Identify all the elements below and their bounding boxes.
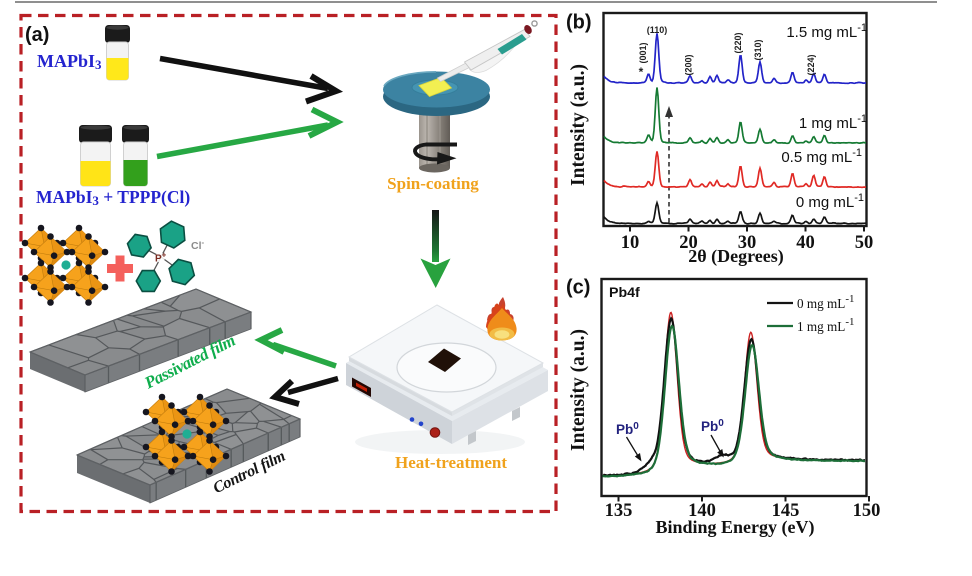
svg-text:(200): (200) — [684, 54, 694, 75]
svg-text:Binding Energy (eV): Binding Energy (eV) — [655, 517, 814, 538]
svg-text:*: * — [639, 65, 644, 79]
svg-text:0.5 mg mL-1: 0.5 mg mL-1 — [781, 147, 862, 166]
svg-text:135: 135 — [605, 501, 633, 521]
svg-text:145: 145 — [772, 501, 800, 521]
svg-text:150: 150 — [853, 501, 881, 521]
svg-text:50: 50 — [855, 233, 874, 253]
svg-text:(224): (224) — [806, 54, 816, 75]
svg-text:(c): (c) — [566, 277, 590, 299]
svg-text:(110): (110) — [647, 25, 668, 35]
svg-text:0 mg mL-1: 0 mg mL-1 — [797, 293, 855, 311]
svg-text:2θ (Degrees): 2θ (Degrees) — [688, 246, 784, 267]
svg-text:30: 30 — [738, 233, 757, 253]
svg-text:1.5 mg mL-1: 1.5 mg mL-1 — [786, 22, 867, 41]
svg-text:0 mg mL-1: 0 mg mL-1 — [796, 192, 864, 211]
svg-text:1 mg mL-1: 1 mg mL-1 — [797, 316, 855, 334]
svg-text:140: 140 — [688, 501, 716, 521]
svg-text:1 mg mL-1: 1 mg mL-1 — [799, 113, 867, 132]
svg-text:(a): (a) — [25, 24, 49, 46]
svg-text:MAPbI3 + TPPP(Cl): MAPbI3 + TPPP(Cl) — [36, 187, 190, 208]
svg-text:Heat-treatment: Heat-treatment — [395, 453, 507, 472]
svg-text:40: 40 — [796, 233, 815, 253]
svg-text:(b): (b) — [566, 12, 592, 34]
svg-text:Cl-: Cl- — [191, 238, 205, 252]
svg-text:10: 10 — [621, 233, 640, 253]
svg-text:(001): (001) — [638, 42, 648, 63]
svg-text:P+: P+ — [155, 251, 167, 265]
svg-text:Intensity (a.u.): Intensity (a.u.) — [568, 64, 589, 186]
svg-text:(220): (220) — [733, 32, 743, 53]
svg-text:20: 20 — [679, 233, 698, 253]
svg-text:Pb4f: Pb4f — [609, 285, 640, 301]
svg-text:Spin-coating: Spin-coating — [387, 174, 479, 193]
svg-text:MAPbI3: MAPbI3 — [37, 51, 102, 72]
svg-text:(310): (310) — [753, 39, 763, 60]
svg-text:Intensity (a.u.): Intensity (a.u.) — [568, 329, 589, 451]
